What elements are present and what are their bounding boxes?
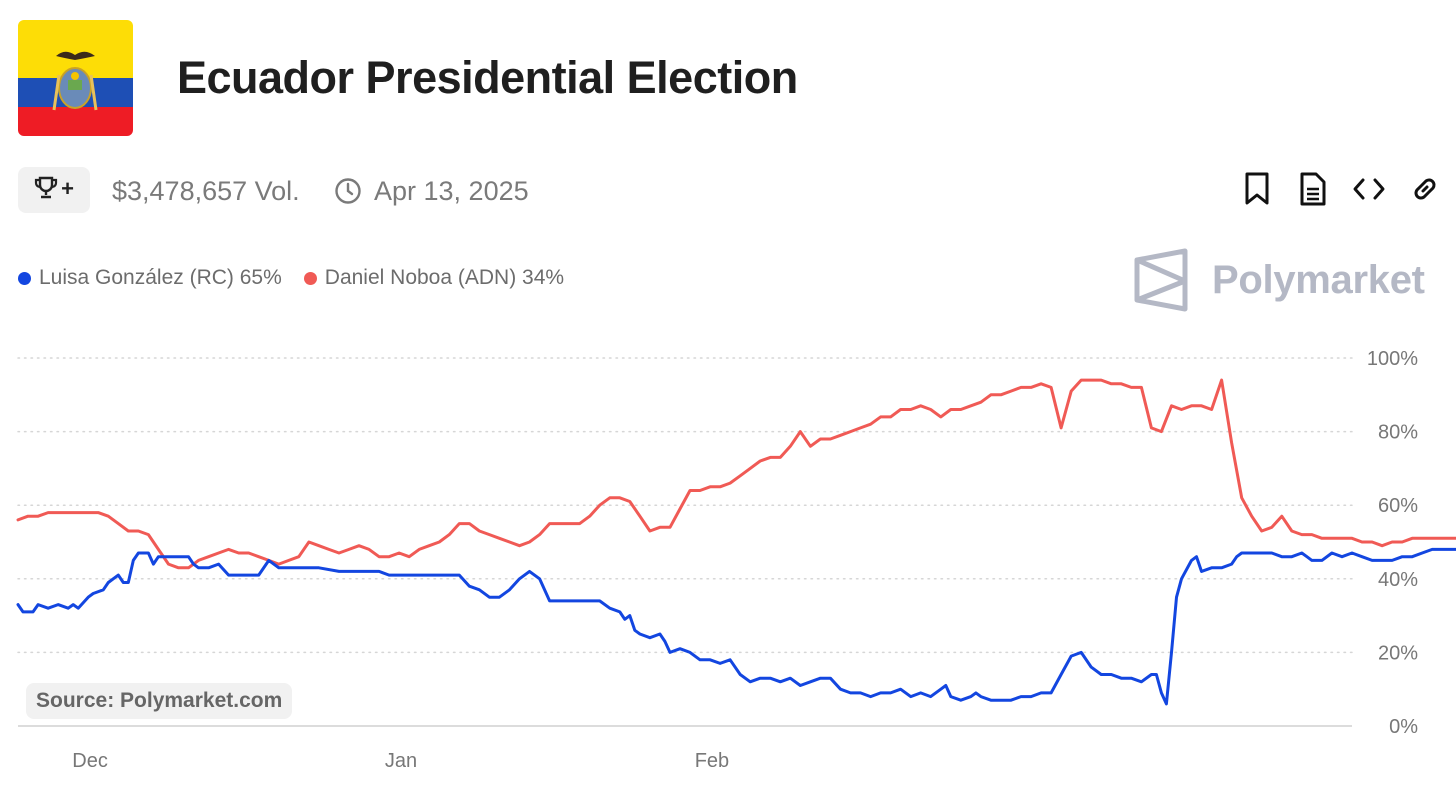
y-tick-label: 100% xyxy=(1367,348,1418,370)
y-tick-label: 0% xyxy=(1389,716,1418,738)
action-toolbar xyxy=(1240,170,1442,208)
x-tick-label: Feb xyxy=(695,750,729,772)
clock-icon xyxy=(334,177,362,210)
trophy-plus-label: + xyxy=(61,176,74,201)
legend-item-noboa[interactable]: Daniel Noboa (ADN) 34% xyxy=(303,266,565,290)
legend-dot-gonzalez xyxy=(18,271,31,285)
polymarket-logo-icon xyxy=(1134,248,1188,312)
document-icon[interactable] xyxy=(1296,170,1330,208)
polymarket-wordmark: Polymarket xyxy=(1212,257,1425,302)
series-line-noboa xyxy=(16,378,1456,570)
code-icon[interactable] xyxy=(1352,170,1386,208)
ecuador-flag-icon xyxy=(18,20,133,136)
y-tick-label: 40% xyxy=(1378,569,1418,591)
trophy-add-button[interactable]: + xyxy=(18,167,90,213)
legend-label-noboa: Daniel Noboa (ADN) 34% xyxy=(324,266,565,289)
y-tick-label: 60% xyxy=(1378,495,1418,517)
trophy-icon xyxy=(34,175,58,206)
series-line-gonzalez xyxy=(16,547,1456,706)
x-tick-label: Jan xyxy=(385,750,417,772)
end-date-text: Apr 13, 2025 xyxy=(374,176,529,206)
legend-dot-noboa xyxy=(303,271,317,285)
y-tick-label: 80% xyxy=(1378,422,1418,444)
page-title: Ecuador Presidential Election xyxy=(177,52,798,103)
y-tick-label: 20% xyxy=(1378,642,1418,664)
coat-of-arms-icon xyxy=(52,51,98,111)
flag-red-band xyxy=(18,107,133,136)
legend-item-gonzalez[interactable]: Luisa González (RC) 65% xyxy=(18,266,282,290)
polymarket-logo: Polymarket xyxy=(1134,248,1425,312)
link-icon[interactable] xyxy=(1408,170,1442,208)
volume-text: $3,478,657 Vol. xyxy=(112,176,300,206)
x-tick-label: Dec xyxy=(72,750,108,772)
bookmark-icon[interactable] xyxy=(1240,170,1274,208)
chart-legend: Luisa González (RC) 65% Daniel Noboa (AD… xyxy=(18,266,564,290)
source-badge: Source: Polymarket.com xyxy=(26,683,293,719)
legend-label-gonzalez: Luisa González (RC) 65% xyxy=(39,266,282,289)
